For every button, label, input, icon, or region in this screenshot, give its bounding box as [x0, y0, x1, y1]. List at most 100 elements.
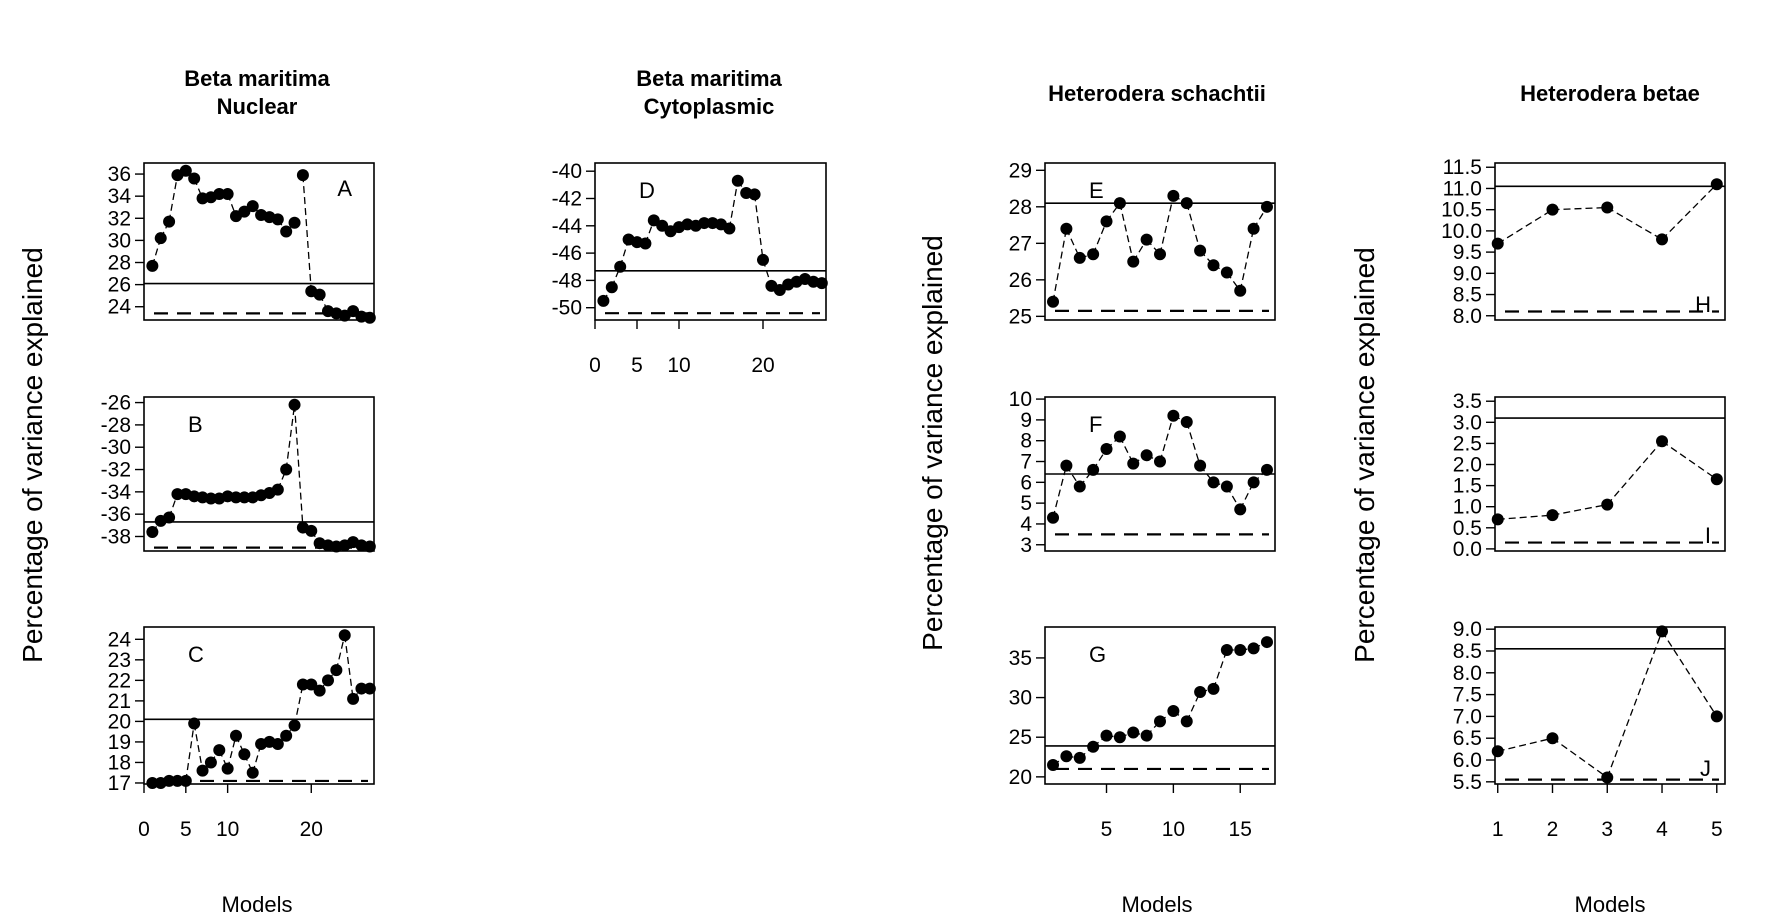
y-tick-label: -42	[552, 187, 582, 210]
data-point	[757, 253, 769, 266]
data-point	[1546, 509, 1559, 522]
data-point	[1546, 203, 1559, 216]
data-point	[280, 225, 293, 238]
x-tick-label: 20	[751, 354, 774, 377]
data-point	[1194, 244, 1207, 257]
data-point	[698, 217, 711, 230]
data-point	[171, 488, 184, 501]
y-tick-label: 19	[108, 731, 131, 754]
data-point	[639, 237, 652, 250]
data-point	[271, 213, 284, 226]
y-tick-label: 10.0	[1441, 220, 1482, 243]
y-tick-label: -48	[552, 269, 582, 292]
data-point	[271, 483, 284, 496]
data-point	[1100, 443, 1113, 456]
connector	[1159, 415, 1174, 462]
data-point	[1140, 233, 1153, 246]
data-point	[1656, 625, 1669, 638]
data-point	[1180, 715, 1193, 728]
y-tick-label: 29	[1009, 159, 1032, 182]
data-point	[1100, 215, 1113, 228]
data-point	[355, 682, 368, 695]
data-point	[748, 188, 761, 201]
x-tick-label: 5	[1711, 818, 1723, 841]
data-point	[296, 678, 309, 691]
plot-frame	[143, 626, 375, 785]
data-point	[188, 172, 201, 185]
y-tick-label: 2.5	[1453, 432, 1482, 455]
data-point	[363, 682, 376, 695]
y-tick-label: 20	[108, 710, 131, 733]
data-point	[338, 629, 351, 642]
connector	[1497, 514, 1553, 521]
y-tick-label: 3.5	[1453, 390, 1482, 413]
y-tick-label: 6	[1020, 471, 1032, 494]
data-point	[288, 216, 301, 229]
data-point	[1194, 686, 1207, 699]
data-point	[322, 674, 334, 687]
panel-label: B	[188, 412, 203, 437]
x-tick-label: 5	[631, 354, 643, 377]
data-point	[280, 729, 293, 742]
x-tick-label: 4	[1656, 818, 1668, 841]
connector	[344, 635, 354, 699]
data-point	[1047, 295, 1060, 308]
x-tick-label: 20	[300, 818, 323, 841]
connector	[1212, 649, 1228, 690]
y-tick-label: 26	[108, 274, 131, 297]
connector	[728, 180, 739, 229]
data-point	[363, 540, 376, 553]
y-tick-label: 8.5	[1453, 640, 1482, 663]
y-tick-label: -36	[101, 503, 131, 526]
title-col1-line1: Beta maritima	[184, 66, 330, 91]
data-point	[163, 215, 176, 228]
connector	[1052, 228, 1068, 302]
plot-frame	[1494, 396, 1726, 552]
panel-g: 20 25 30 35 5 10 15 G	[1009, 626, 1276, 841]
data-point	[1113, 430, 1126, 443]
y-tick-label: 9.0	[1453, 262, 1482, 285]
connector	[1497, 737, 1553, 752]
y-tick-label: 8.0	[1453, 662, 1482, 685]
data-point	[146, 259, 159, 272]
connector	[753, 194, 764, 261]
data-point	[1247, 642, 1260, 655]
data-point	[1167, 409, 1180, 422]
y-tick-label: 18	[108, 751, 131, 774]
y-tick-label: 23	[108, 649, 131, 672]
data-point	[1127, 457, 1140, 470]
data-point	[1220, 266, 1233, 279]
y-tick-label: 35	[1009, 647, 1032, 670]
x-tick-label: 3	[1601, 818, 1613, 841]
data-point	[154, 232, 167, 245]
plot-frame	[143, 162, 375, 321]
data-point	[305, 678, 318, 691]
y-tick-label: 24	[108, 296, 132, 319]
data-point	[246, 766, 259, 779]
data-point	[221, 762, 234, 775]
data-point	[296, 169, 309, 182]
panel-e: 25 26 27 28 29 E	[1009, 159, 1276, 328]
data-point	[1060, 459, 1073, 472]
y-tick-label: 4	[1020, 513, 1032, 536]
data-point	[1060, 222, 1073, 235]
data-point	[1154, 248, 1166, 261]
connector	[1661, 440, 1718, 480]
data-point	[1073, 251, 1086, 264]
y-tick-label: 30	[1009, 687, 1032, 710]
y-tick-label: 9	[1020, 409, 1032, 432]
connector	[302, 175, 312, 292]
panel-d: -50 -48 -46 -44 -42 -40 0 5 10 20 D	[552, 160, 828, 377]
y-tick-label: -40	[552, 160, 582, 183]
connector	[193, 723, 204, 771]
y-tick-label: 11.0	[1443, 177, 1482, 200]
y-tick-label: 5.5	[1453, 771, 1482, 794]
connector	[1497, 209, 1553, 245]
data-point	[1546, 732, 1559, 745]
panels-group: 24262830323436A-38-36-34-32-30-28-26B171…	[101, 156, 1726, 841]
ylabel-col3: Percentage of variance explained	[917, 235, 948, 651]
data-point	[1601, 771, 1614, 784]
data-point	[230, 491, 242, 504]
